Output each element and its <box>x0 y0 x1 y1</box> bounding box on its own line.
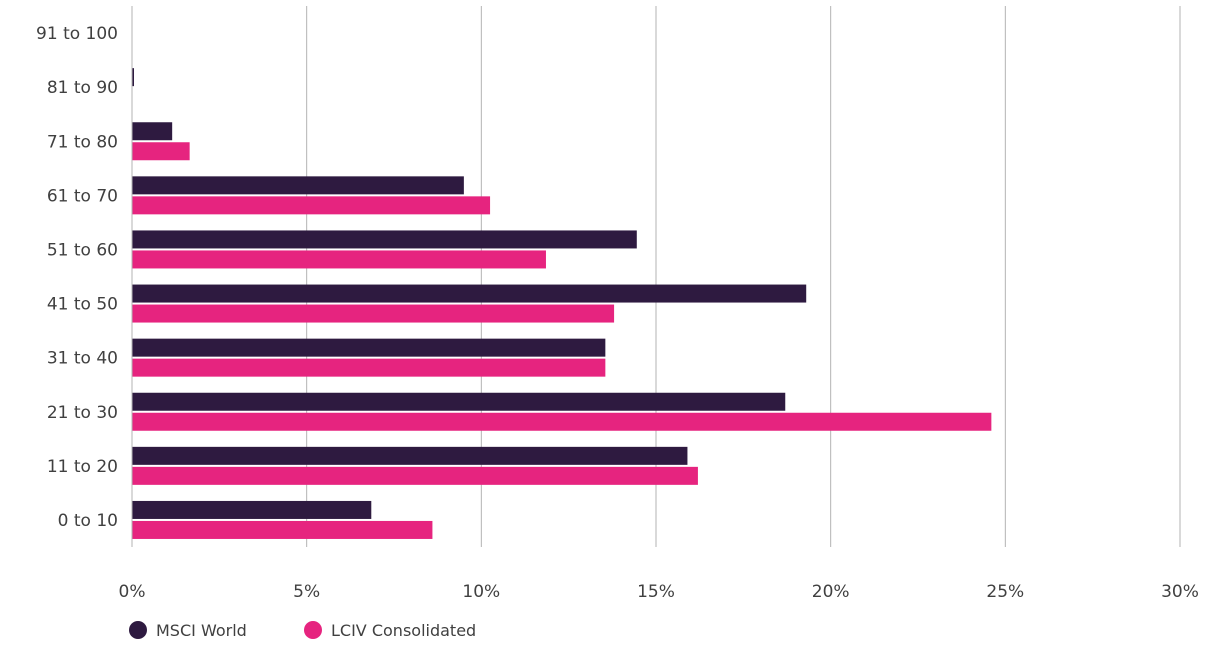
x-tick-label: 5% <box>293 582 320 602</box>
bar-lciv-consolidated <box>132 142 190 161</box>
bar-lciv-consolidated <box>132 358 606 377</box>
x-tick-label: 15% <box>637 582 675 602</box>
legend: MSCI World LCIV Consolidated <box>129 621 476 640</box>
x-tick-label: 20% <box>812 582 850 602</box>
x-tick-label: 25% <box>986 582 1024 602</box>
category-label: 41 to 50 <box>47 295 118 315</box>
bar-lciv-consolidated <box>132 304 615 323</box>
x-tick-label: 30% <box>1161 582 1199 602</box>
bar-lciv-consolidated <box>132 466 698 485</box>
axes: 0% 5% 10% 15% 20% 25% 30% 0 to 10 11 to 20 21 to … <box>36 6 1199 602</box>
bar-msci-world <box>132 446 688 465</box>
category-label: 21 to 30 <box>47 403 118 423</box>
bar-lciv-consolidated <box>132 250 546 269</box>
category-label: 11 to 20 <box>47 457 118 477</box>
category-label: 51 to 60 <box>47 240 118 260</box>
category-label: 31 to 40 <box>47 349 118 369</box>
category-label: 81 to 90 <box>47 78 118 98</box>
bar-msci-world <box>132 284 807 303</box>
bar-lciv-consolidated <box>132 196 491 215</box>
legend-item: MSCI World <box>129 621 247 640</box>
legend-swatch <box>304 621 322 639</box>
bar-msci-world <box>132 176 464 195</box>
category-label: 91 to 100 <box>36 24 118 44</box>
legend-label: MSCI World <box>156 621 247 640</box>
bar-msci-world <box>132 500 372 519</box>
bar-msci-world <box>132 68 134 87</box>
category-label: 0 to 10 <box>58 511 118 531</box>
legend-label: LCIV Consolidated <box>331 621 476 640</box>
bar-lciv-consolidated <box>132 520 433 539</box>
legend-item: LCIV Consolidated <box>304 621 476 640</box>
category-label: 61 to 70 <box>47 186 118 206</box>
bars <box>132 68 992 539</box>
bar-lciv-consolidated <box>132 412 992 431</box>
category-label: 71 to 80 <box>47 132 118 152</box>
grid-lines <box>131 6 1181 547</box>
bar-msci-world <box>132 392 786 411</box>
bar-msci-world <box>132 122 173 141</box>
x-tick-label: 0% <box>119 582 146 602</box>
legend-swatch <box>129 621 147 639</box>
bar-msci-world <box>132 338 606 357</box>
x-tick-label: 10% <box>462 582 500 602</box>
bar-msci-world <box>132 230 637 249</box>
